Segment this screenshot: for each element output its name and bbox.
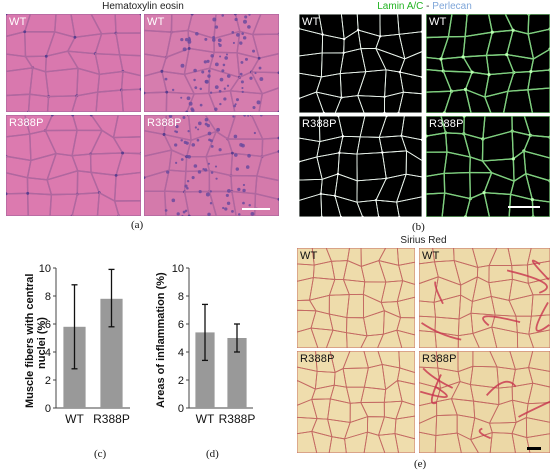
chart-d-y-tick-label: 6 <box>178 319 184 331</box>
sr-image-wt-left: WT <box>297 248 415 348</box>
sr-image-texture <box>297 351 415 453</box>
panel-b-caption: (b) <box>412 221 425 233</box>
if-image-r388p-right: R388P <box>426 116 550 217</box>
if-image-texture <box>299 14 422 113</box>
panel-c-caption: (c) <box>94 448 107 460</box>
title-separator: - <box>423 1 433 12</box>
chart-d-y-tick-label: 10 <box>172 263 184 275</box>
image-label: WT <box>147 16 165 28</box>
chart-d-x-tick-label: WT <box>196 412 215 426</box>
chart-c-x-tick-label: R388P <box>93 412 130 426</box>
panel-a-caption: (a) <box>131 219 144 231</box>
chart-c-y-tick-label: 8 <box>45 291 51 303</box>
sr-image-r388p-left: R388P <box>297 351 415 453</box>
chart-d-y-tick-label: 0 <box>178 403 184 415</box>
chart-d-plot: 0 2 4 6 8 10 WT R388P <box>172 263 256 426</box>
chart-c-bar-r388p <box>100 298 123 408</box>
he-image-texture <box>6 14 141 112</box>
chart-c-plot: 0 2 4 6 8 10 WT R388P <box>39 263 130 426</box>
he-image-wt-left: WT <box>6 14 141 112</box>
he-image-texture <box>6 115 141 216</box>
if-image-wt-left: WT <box>299 14 422 113</box>
sr-image-r388p-right: R388P <box>419 351 550 453</box>
scale-bar <box>508 206 540 208</box>
sr-image-texture <box>419 248 550 348</box>
scale-bar <box>527 447 541 450</box>
chart-d-y-tick-label: 4 <box>178 347 184 359</box>
image-label: WT <box>302 16 320 28</box>
chart-d-bar-wt <box>195 332 215 408</box>
chart-c-y-tick-label: 6 <box>45 319 51 331</box>
panel-a-title: Hematoxylin eosin <box>102 1 184 12</box>
scale-bar <box>242 208 270 210</box>
chart-d-y-tick-label: 8 <box>178 291 184 303</box>
chart-c-y-tick-label: 2 <box>45 375 51 387</box>
image-label: WT <box>422 250 440 262</box>
he-image-r388p-right: R388P <box>144 115 279 216</box>
chart-c-x-tick-label: WT <box>65 412 84 426</box>
image-label: WT <box>429 16 447 28</box>
if-image-wt-right: WT <box>426 14 550 113</box>
chart-c-y-tick-label: 0 <box>45 403 51 415</box>
he-image-texture <box>144 115 279 216</box>
sr-image-texture <box>419 351 550 453</box>
he-image-texture <box>144 14 279 112</box>
perlecan-label: Perlecan <box>432 1 472 12</box>
sr-image-wt-right: WT <box>419 248 550 348</box>
image-label: R388P <box>300 353 335 365</box>
panel-b-title: Lamin A/C - Perlecan <box>299 1 550 12</box>
he-image-wt-right: WT <box>144 14 279 112</box>
if-image-r388p-left: R388P <box>299 116 422 217</box>
image-label: R388P <box>422 353 457 365</box>
image-label: WT <box>300 250 318 262</box>
if-image-texture <box>426 14 550 113</box>
chart-c-y-tick-label: 4 <box>45 347 51 359</box>
he-image-r388p-left: R388P <box>6 115 141 216</box>
chart-d-x-tick-label: R388P <box>219 412 256 426</box>
if-image-texture <box>426 116 550 217</box>
image-label: R388P <box>429 118 464 130</box>
chart-d-y-tick-label: 2 <box>178 375 184 387</box>
image-label: WT <box>9 16 27 28</box>
panel-e-title: Sirius Red <box>400 235 447 246</box>
panel-d-caption: (d) <box>206 448 219 460</box>
image-label: R388P <box>9 117 44 129</box>
image-label: R388P <box>302 118 337 130</box>
image-label: R388P <box>147 117 182 129</box>
panel-e-caption: (e) <box>414 458 427 470</box>
chart-c-y-tick-label: 10 <box>39 263 51 275</box>
sr-image-texture <box>297 248 415 348</box>
lamin-label: Lamin A/C <box>377 1 424 12</box>
if-image-texture <box>299 116 422 217</box>
chart-d-bar-r388p <box>227 338 247 408</box>
